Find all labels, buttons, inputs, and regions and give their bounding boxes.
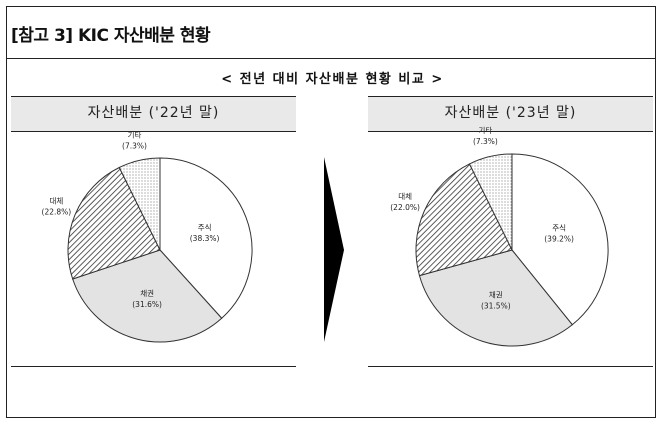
pie-chart-2023: 주식 (39.2%) 채권 (31.5%) 대체 (22.0%) 기타 (7.3%) <box>390 126 609 347</box>
chart-2023-title: 자산배분 ('23년 말) <box>368 96 653 132</box>
page-title: [참고 3] KIC 자산배분 현황 <box>11 26 211 46</box>
chart-2022-title: 자산배분 ('22년 말) <box>11 96 296 132</box>
slice-percent-bond: (31.6%) <box>132 300 162 309</box>
pie-slice-other <box>468 153 513 251</box>
slice-percent-other: (7.3%) <box>122 142 147 151</box>
slice-label-alt: 대체 <box>49 196 63 206</box>
pie-slice-stock <box>511 153 609 326</box>
slice-label-other: 기타 <box>478 126 492 135</box>
slice-label-other: 기타 <box>128 131 142 140</box>
slice-percent-stock: (38.3%) <box>190 234 220 243</box>
slice-label-bond: 채권 <box>140 288 154 298</box>
pie-slice-stock <box>159 157 253 319</box>
slice-percent-stock: (39.2%) <box>544 234 574 243</box>
chart-2022-bottom-rule <box>11 366 296 367</box>
slice-label-alt: 대체 <box>398 191 412 201</box>
slice-label-stock: 주식 <box>198 223 212 232</box>
slice-percent-bond: (31.5%) <box>481 301 511 310</box>
comparison-subtitle: < 전년 대비 자산배분 현황 비교 > <box>221 72 444 87</box>
slice-percent-alt: (22.8%) <box>42 208 72 217</box>
pie-slice-bond <box>418 249 573 347</box>
slice-percent-alt: (22.0%) <box>390 203 420 212</box>
pie-slice-alt <box>415 163 513 277</box>
title-divider <box>6 58 656 59</box>
slice-label-bond: 채권 <box>489 289 503 299</box>
pie-slice-alt <box>67 166 161 280</box>
transition-arrow-icon <box>324 157 344 342</box>
pie-slice-other <box>118 157 161 251</box>
chart-2023-bottom-rule <box>368 366 653 367</box>
slice-label-stock: 주식 <box>552 223 566 232</box>
slice-percent-other: (7.3%) <box>473 137 498 146</box>
pie-slice-bond <box>72 249 223 343</box>
pie-chart-2022: 주식 (38.3%) 채권 (31.6%) 대체 (22.8%) 기타 (7.3%) <box>42 131 253 343</box>
